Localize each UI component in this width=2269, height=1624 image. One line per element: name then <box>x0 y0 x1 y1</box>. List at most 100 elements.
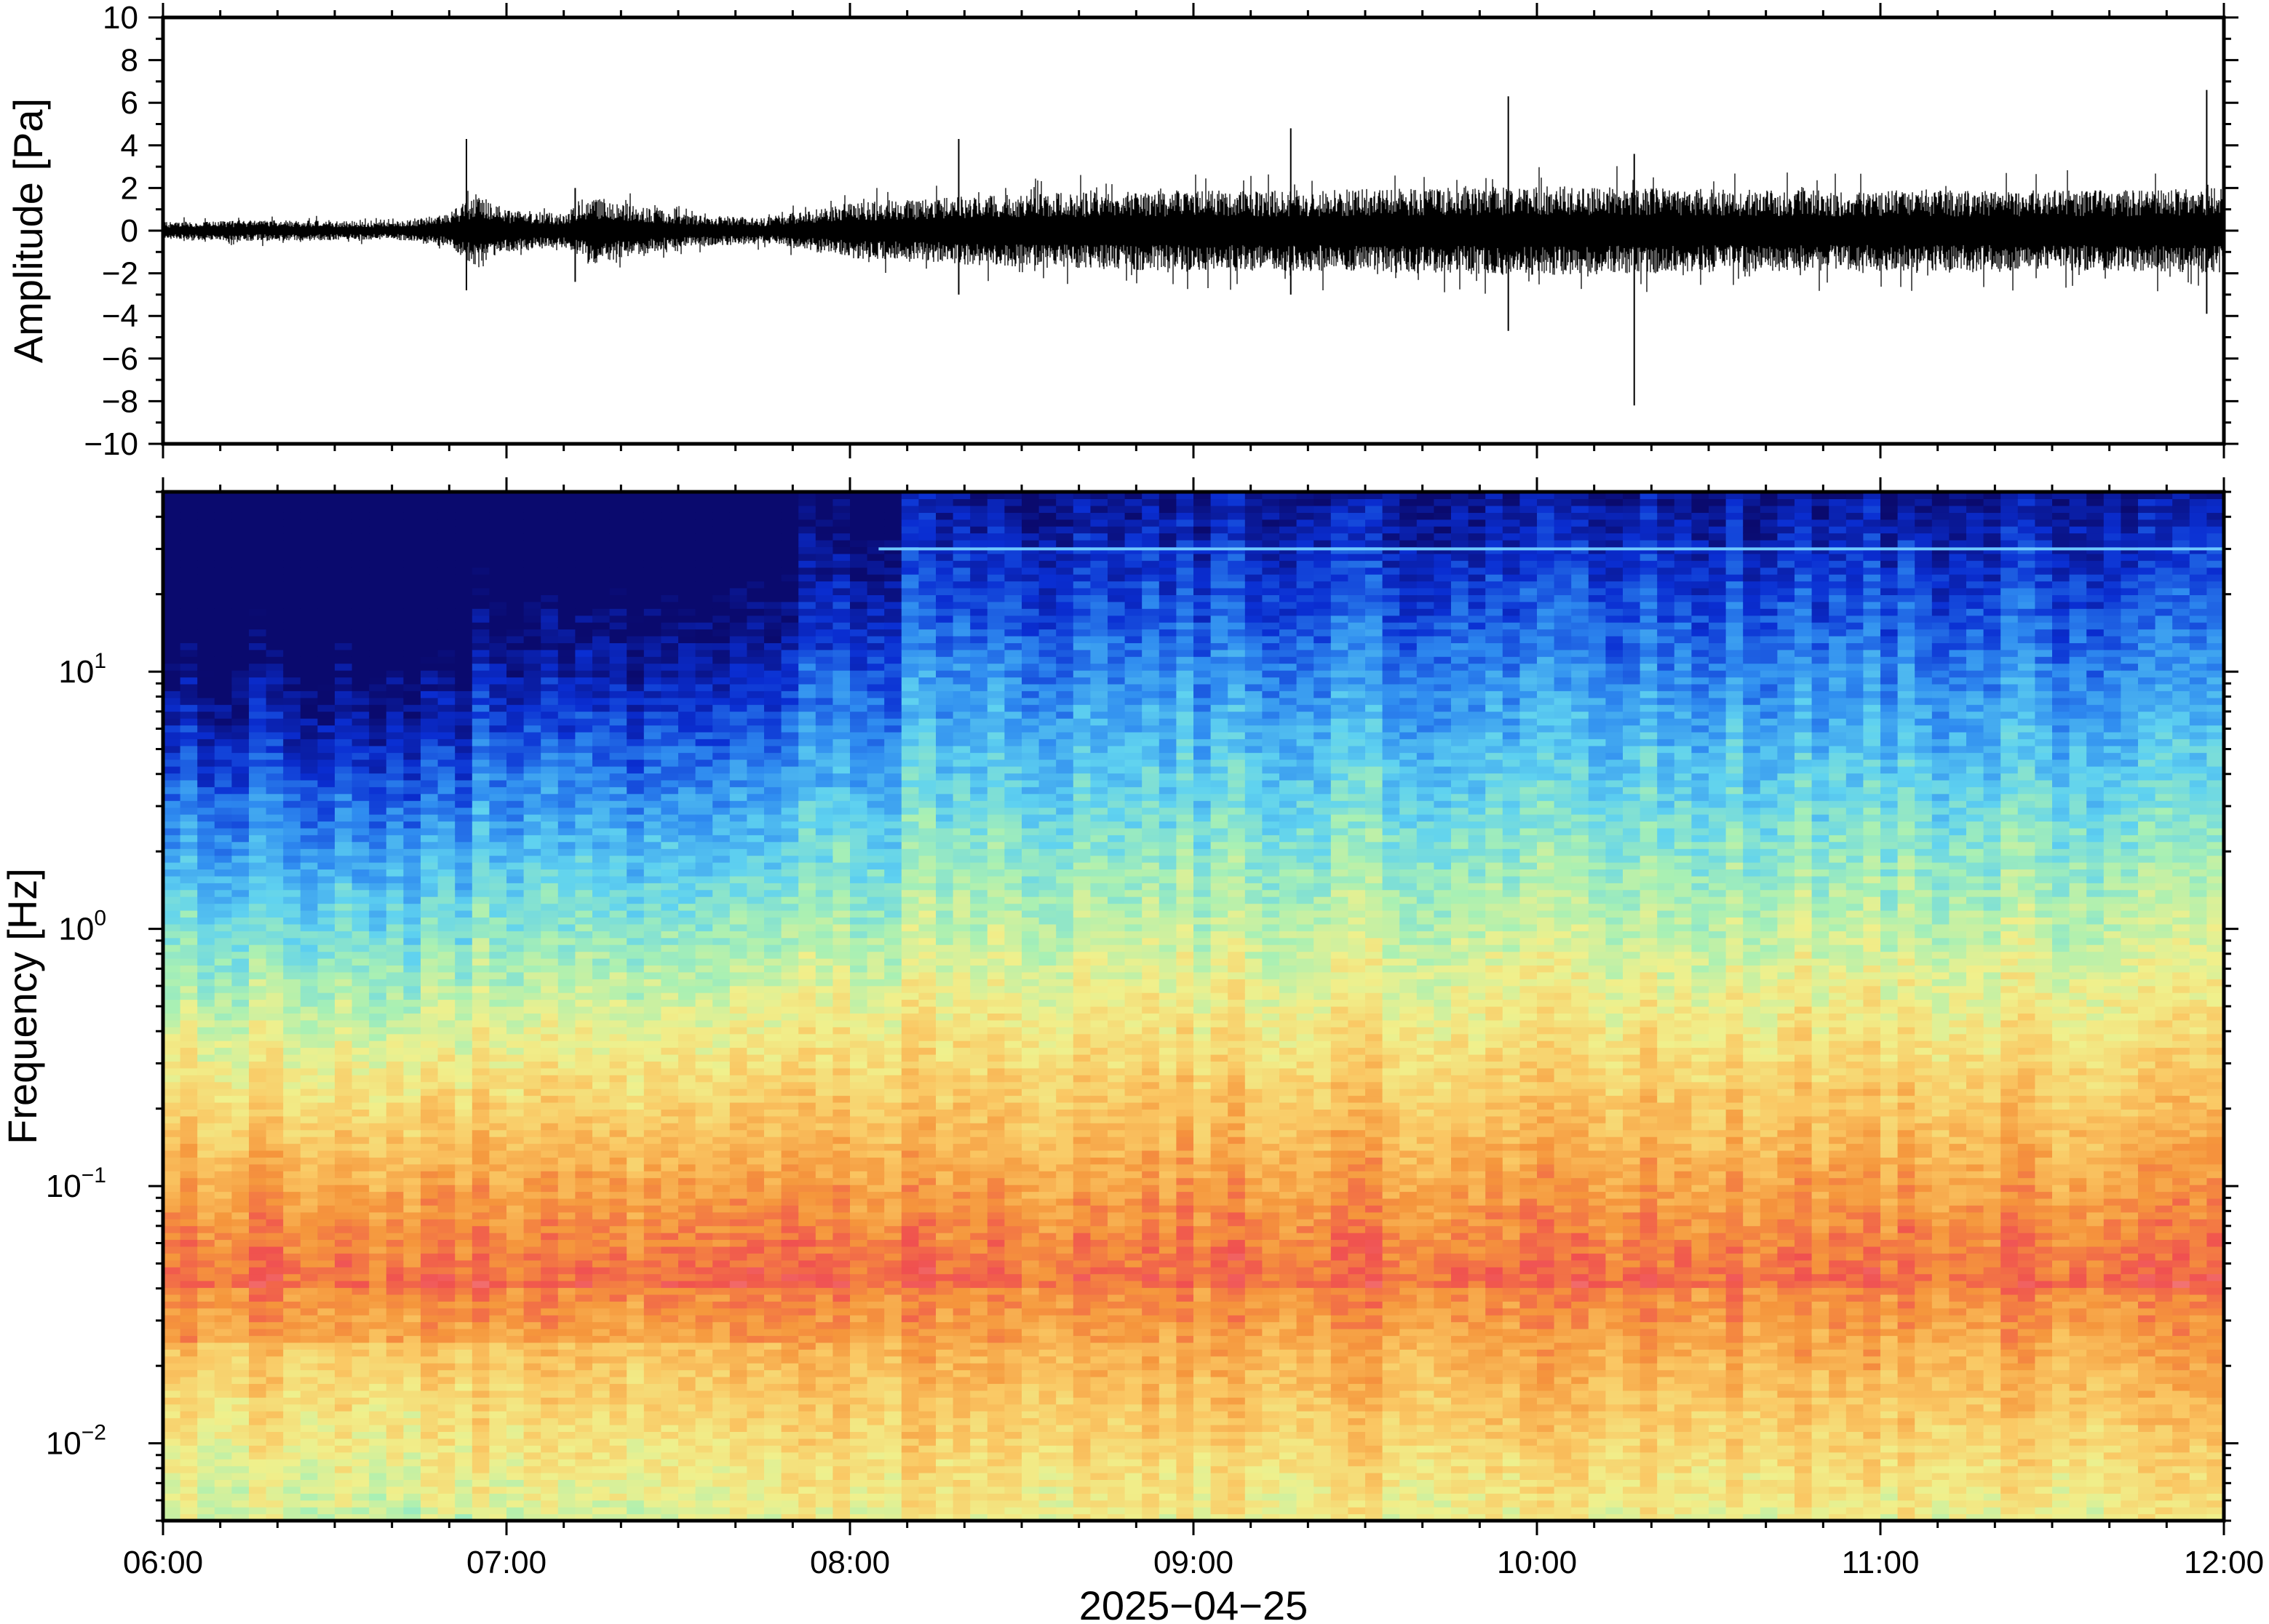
spectrogram-cell <box>627 752 645 760</box>
spectrogram-cell <box>678 1335 696 1343</box>
spectrogram-cell <box>180 1390 198 1398</box>
spectrogram-cell <box>643 498 661 506</box>
spectrogram-cell <box>386 773 404 781</box>
spectrogram-cell <box>163 594 181 602</box>
spectrogram-cell <box>335 1486 353 1494</box>
spectrogram-cell <box>249 779 267 787</box>
spectrogram-cell <box>557 519 576 527</box>
spectrogram-cell <box>300 656 318 664</box>
spectrogram-cell <box>627 841 645 849</box>
spectrogram-cell <box>695 636 713 643</box>
spectrogram-cell <box>249 951 267 959</box>
spectrogram-cell <box>249 636 267 643</box>
spectrogram-cell <box>180 574 198 582</box>
spectrogram-cell <box>695 1307 713 1315</box>
spectrogram-cell <box>231 821 250 829</box>
spectrogram-cell <box>403 697 421 705</box>
spectrogram-cell <box>386 1377 404 1384</box>
spectrogram-cell <box>592 1067 611 1075</box>
spectrogram-cell <box>592 1047 611 1055</box>
spectrogram-cell <box>249 731 267 739</box>
spectrogram-cell <box>231 1383 250 1391</box>
spectrogram-cell <box>421 917 439 925</box>
spectrogram-cell <box>472 540 490 547</box>
spectrogram-cell <box>231 1294 250 1302</box>
spectrogram-cell <box>214 1390 232 1398</box>
spectrogram-cell <box>386 1233 404 1241</box>
spectrogram-cell <box>386 1205 404 1213</box>
spectrogram-cell <box>249 739 267 747</box>
spectrogram-cell <box>541 1067 559 1075</box>
spectrogram-cell <box>403 814 421 822</box>
spectrogram-cell <box>643 1465 661 1473</box>
spectrogram-cell <box>249 553 267 561</box>
spectrogram-cell <box>592 608 611 616</box>
spectrogram-cell <box>163 1040 181 1048</box>
spectrogram-cell <box>421 848 439 856</box>
spectrogram-cell <box>592 1445 611 1453</box>
spectrogram-cell <box>231 546 250 554</box>
spectrogram-cell <box>300 540 318 547</box>
spectrogram-cell <box>214 656 232 664</box>
spectrogram-cell <box>403 931 421 939</box>
spectrogram-cell <box>455 1013 473 1021</box>
spectrogram-cell <box>557 690 576 698</box>
spectrogram-cell <box>214 697 232 705</box>
spectrogram-cell <box>523 594 541 602</box>
spectrogram-cell <box>300 903 318 911</box>
spectrogram-cell <box>437 505 456 513</box>
spectrogram-cell <box>557 704 576 712</box>
spectrogram-cell <box>678 1027 696 1035</box>
spectrogram-cell <box>609 903 627 911</box>
spectrogram-cell <box>661 931 679 939</box>
spectrogram-cell <box>695 752 713 760</box>
waveform-y-tick-label: −8 <box>102 383 138 419</box>
spectrogram-cell <box>592 1088 611 1096</box>
spectrogram-cell <box>283 1047 301 1055</box>
spectrogram-cell <box>197 766 215 774</box>
spectrogram-cell <box>317 1417 335 1425</box>
spectrogram-cell <box>197 731 215 739</box>
spectrogram-cell <box>180 985 198 993</box>
spectrogram-cell <box>523 1047 541 1055</box>
spectrogram-cell <box>678 1177 696 1185</box>
spectrogram-cell <box>421 1246 439 1254</box>
spectrogram-cell <box>421 1033 439 1041</box>
spectrogram-cell <box>661 999 679 1007</box>
spectrogram-cell <box>712 1411 731 1419</box>
spectrogram-cell <box>335 1390 353 1398</box>
spectrogram-cell <box>351 608 370 616</box>
spectrogram-cell <box>421 1513 439 1521</box>
spectrogram-cell <box>609 1507 627 1515</box>
spectrogram-cell <box>403 1191 421 1199</box>
spectrogram-cell <box>283 649 301 657</box>
spectrogram-cell <box>335 697 353 705</box>
spectrogram-cell <box>575 505 593 513</box>
spectrogram-cell <box>712 1507 731 1515</box>
spectrogram-cell <box>437 965 456 973</box>
spectrogram-cell <box>609 1191 627 1199</box>
spectrogram-cell <box>695 642 713 650</box>
spectrogram-cell <box>627 1205 645 1213</box>
spectrogram-cell <box>575 835 593 843</box>
spectrogram-cell <box>403 704 421 712</box>
spectrogram-cell <box>627 711 645 719</box>
spectrogram-cell <box>335 1479 353 1487</box>
spectrogram-cell <box>335 663 353 671</box>
spectrogram-cell <box>231 581 250 589</box>
spectrogram-cell <box>249 965 267 973</box>
spectrogram-cell <box>643 903 661 911</box>
spectrogram-cell <box>643 642 661 650</box>
spectrogram-cell <box>300 1383 318 1391</box>
spectrogram-cell <box>523 937 541 945</box>
spectrogram-cell <box>661 1500 679 1508</box>
spectrogram-cell <box>403 649 421 657</box>
spectrogram-cell <box>180 1507 198 1515</box>
spectrogram-cell <box>300 1102 318 1110</box>
spectrogram-cell <box>369 704 387 712</box>
spectrogram-cell <box>506 622 525 630</box>
spectrogram-cell <box>592 1081 611 1089</box>
spectrogram-cell <box>489 937 507 945</box>
spectrogram-cell <box>421 677 439 685</box>
spectrogram-cell <box>214 1067 232 1075</box>
